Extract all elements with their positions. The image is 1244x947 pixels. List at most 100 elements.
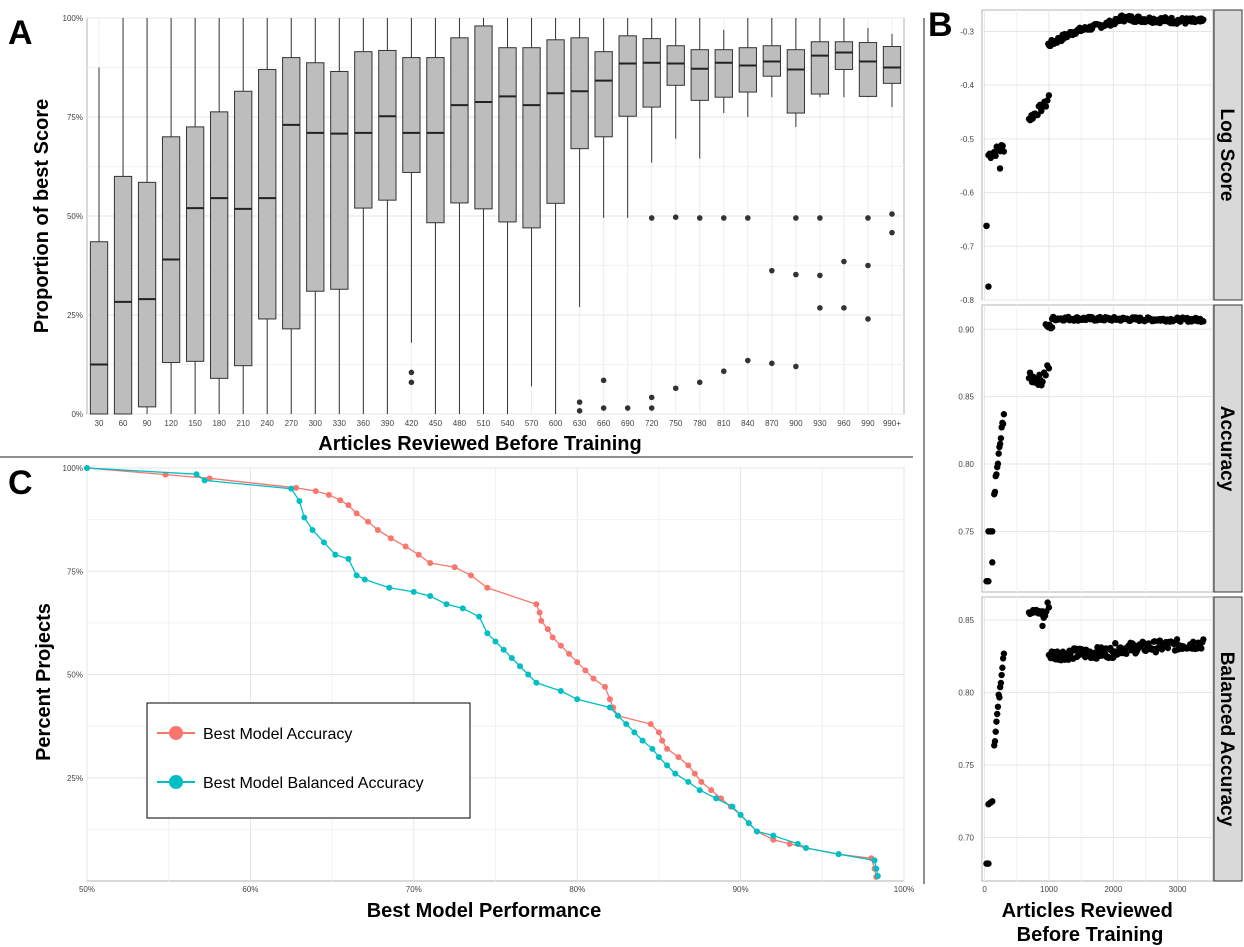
scatter-point [999, 655, 1007, 662]
scatter-point [989, 528, 996, 535]
data-point [786, 840, 793, 847]
scatter-point [1042, 103, 1050, 110]
outlier-point [672, 385, 679, 392]
data-point [533, 601, 540, 608]
data-point [293, 484, 300, 491]
facet-plot-area [981, 304, 1214, 593]
data-point [84, 465, 90, 471]
x-tick-label: 750 [669, 419, 683, 428]
data-point [325, 491, 332, 498]
data-point [675, 754, 682, 761]
data-point [402, 543, 409, 550]
outlier-point [648, 405, 655, 411]
panel-a-y-ticks: 0% 25% 50% 75% 100% [63, 14, 83, 419]
data-point [508, 654, 515, 661]
x-tick-label: 570 [525, 419, 539, 428]
x-tick-label: 2000 [1104, 885, 1122, 894]
x-tick-label: 270 [285, 419, 299, 428]
facet-log-score: -0.8 -0.7 -0.6 -0.5 -0.4 -0.3 Log Score [960, 9, 1243, 305]
legend-key-dot-balanced [169, 775, 183, 789]
y-tick-label: 0.70 [958, 834, 974, 843]
scatter-point [1045, 365, 1053, 372]
scatter-point [1190, 638, 1197, 646]
x-tick-label: 510 [477, 419, 491, 428]
scatter-point [992, 152, 999, 160]
data-point [484, 584, 491, 591]
facet-accuracy: 0.75 0.80 0.85 0.90 Accuracy [958, 304, 1243, 593]
data-point [729, 803, 736, 810]
outlier-point [696, 379, 703, 386]
scatter-point [999, 142, 1006, 150]
outlier-point [696, 215, 703, 221]
data-point [639, 737, 646, 744]
data-point [484, 630, 491, 637]
scatter-point [997, 435, 1005, 442]
y-tick-label: -0.5 [960, 135, 974, 144]
data-point [574, 696, 581, 703]
y-tick-label: 0.85 [958, 393, 974, 402]
scatter-point [996, 440, 1004, 448]
y-tick-label: 50% [67, 671, 83, 680]
data-point [664, 762, 671, 769]
scatter-point [989, 798, 996, 805]
data-point [557, 688, 564, 695]
panel-b-letter: B [928, 6, 953, 44]
facet-plot-area [981, 9, 1214, 301]
box [642, 38, 661, 108]
x-tick-label: 480 [453, 419, 467, 428]
scatter-point [999, 420, 1007, 428]
data-point [492, 638, 499, 645]
x-tick-label: 600 [549, 419, 563, 428]
panel-b-x-axis-label-line-2: Before Training [1017, 924, 1164, 946]
data-point [451, 564, 458, 571]
y-tick-label: 100% [63, 464, 83, 473]
y-tick-label: -0.3 [960, 27, 974, 36]
x-tick-label: 360 [357, 419, 371, 428]
x-tick-label: 630 [573, 419, 587, 428]
scatter-point [991, 488, 999, 496]
outlier-point [769, 360, 775, 367]
scatter-point [989, 559, 996, 566]
data-point [664, 745, 671, 752]
data-point [427, 593, 434, 600]
scatter-point [1044, 97, 1051, 104]
x-tick-label: 450 [429, 419, 443, 428]
x-tick-label: 300 [309, 419, 323, 428]
y-tick-label: 100% [63, 14, 83, 23]
box [810, 41, 830, 95]
data-point [582, 667, 589, 674]
box [834, 41, 854, 70]
scatter-point [1000, 148, 1008, 155]
outlier-point [648, 215, 655, 221]
x-tick-label: 990+ [883, 419, 901, 428]
y-tick-label: -0.4 [960, 81, 974, 90]
x-tick-label: 90% [733, 885, 749, 894]
box [185, 126, 205, 362]
box [618, 35, 637, 117]
scatter-point [1045, 92, 1053, 99]
outlier-point [793, 271, 799, 278]
data-point [615, 712, 622, 719]
x-tick-label: 80% [569, 885, 585, 894]
scatter-point [1045, 604, 1053, 611]
legend-key-dot-accuracy [169, 726, 183, 740]
data-point [835, 851, 842, 858]
data-point [332, 551, 339, 558]
x-tick-label: 420 [405, 419, 419, 428]
data-point [386, 584, 393, 591]
data-point [549, 634, 556, 641]
data-point [753, 828, 760, 835]
data-point [365, 518, 372, 525]
data-point [655, 754, 662, 761]
x-tick-label: 0 [982, 885, 987, 894]
scatter-point [1112, 640, 1119, 647]
data-point [544, 626, 551, 633]
outlier-point [793, 215, 799, 221]
data-point [467, 572, 474, 579]
x-tick-label: 900 [789, 419, 803, 428]
box [330, 70, 349, 290]
scatter-point [983, 222, 990, 230]
data-point [193, 471, 200, 478]
data-point [557, 642, 564, 649]
panel-b-x-ticks: 0 1000 2000 3000 [982, 885, 1187, 894]
